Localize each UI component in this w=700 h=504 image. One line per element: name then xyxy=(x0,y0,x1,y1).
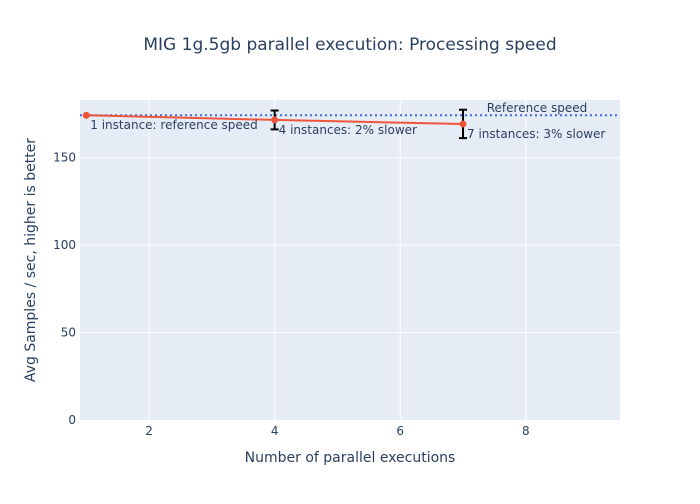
annotation-label: 1 instance: reference speed xyxy=(90,118,258,132)
x-tick-label: 4 xyxy=(271,424,279,438)
x-tick-label: 2 xyxy=(145,424,153,438)
tick-labels: 2 4 6 8 0 50 100 150 xyxy=(53,151,530,438)
y-tick-label: 100 xyxy=(53,238,76,252)
x-tick-label: 6 xyxy=(396,424,404,438)
reference-line-label: Reference speed xyxy=(487,101,588,115)
annotation-label: 7 instances: 3% slower xyxy=(467,127,605,141)
data-point xyxy=(82,111,90,119)
chart-title: MIG 1g.5gb parallel execution: Processin… xyxy=(143,35,556,55)
y-tick-label: 50 xyxy=(61,326,76,340)
x-axis-label: Number of parallel executions xyxy=(245,450,456,466)
data-point xyxy=(271,116,279,124)
annotation-label: 4 instances: 2% slower xyxy=(279,123,417,137)
data-point xyxy=(459,120,467,128)
y-tick-label: 150 xyxy=(53,151,76,165)
y-tick-label: 0 xyxy=(68,413,76,427)
plot-area xyxy=(80,100,620,420)
y-axis-label: Avg Samples / sec, higher is better xyxy=(23,138,39,382)
data-marks: Reference speed 1 instance: reference spe… xyxy=(80,101,620,141)
gridlines xyxy=(80,100,620,420)
x-tick-label: 8 xyxy=(522,424,530,438)
